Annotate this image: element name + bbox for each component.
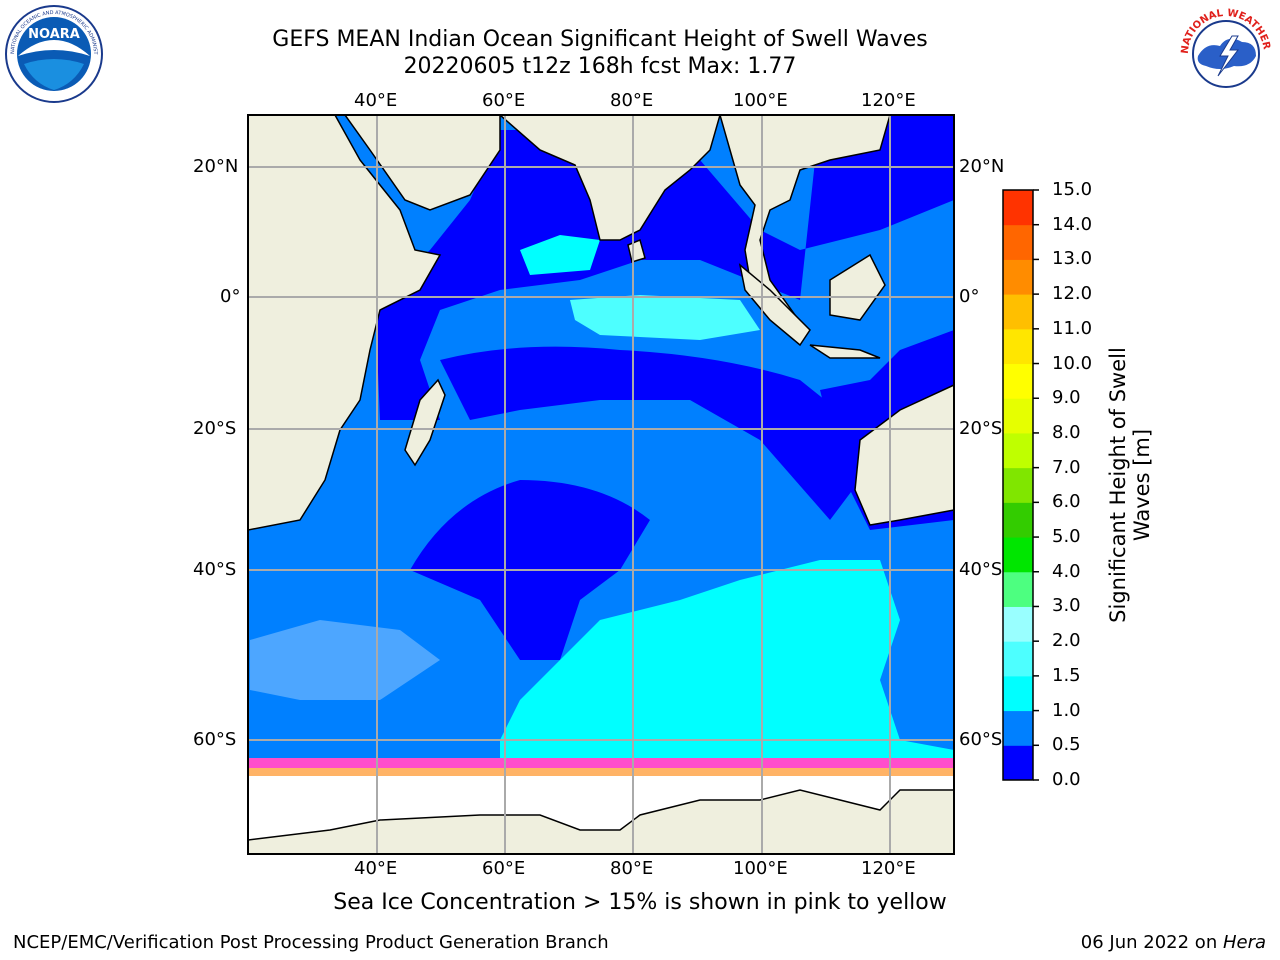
colorbar-segment <box>1003 432 1033 469</box>
colorbar-segment <box>1003 398 1033 434</box>
sea-ice-note: Sea Ice Concentration > 15% is shown in … <box>333 890 947 915</box>
sea-ice-band <box>248 768 954 778</box>
swell-mid-southwest <box>250 620 440 700</box>
colorbar-tick-label: 12.0 <box>1052 283 1093 305</box>
africa-land <box>248 115 442 531</box>
lon-label-bottom: 120°E <box>861 858 916 879</box>
colorbar-segment <box>1003 224 1033 260</box>
lat-label-right: 20°S <box>959 418 1003 439</box>
lon-label-top: 80°E <box>610 90 654 111</box>
swell-low-north <box>375 115 954 420</box>
colorbar-tick-label: 1.5 <box>1052 664 1081 686</box>
lon-label-bottom: 80°E <box>610 858 654 879</box>
colorbar-segment <box>1003 675 1033 712</box>
colorbar-tick-label: 2.0 <box>1052 630 1081 652</box>
madagascar-land <box>404 378 446 467</box>
swell-high-south <box>500 560 954 765</box>
lat-label-left: 20°S <box>193 418 237 439</box>
borneo-land <box>829 253 886 321</box>
colorbar-frame <box>1002 189 1034 781</box>
chart-title: GEFS MEAN Indian Ocean Significant Heigh… <box>272 27 928 52</box>
sumatra-land <box>738 263 811 347</box>
lon-label-top: 40°E <box>354 90 398 111</box>
colorbar-segment <box>1003 190 1033 226</box>
lon-label-bottom: 100°E <box>733 858 788 879</box>
colorbar-segment <box>1003 259 1033 295</box>
lat-label-right: 60°S <box>959 729 1003 750</box>
colorbar-segment <box>1003 502 1033 538</box>
colorbar-tick-label: 7.0 <box>1052 456 1081 478</box>
colorbar-tick-label: 6.0 <box>1052 491 1081 513</box>
colorbar-segment <box>1003 641 1033 677</box>
colorbar-tick-label: 8.0 <box>1052 421 1081 443</box>
colorbar-tick-label: 11.0 <box>1052 317 1093 339</box>
graticule <box>248 115 954 854</box>
colorbar-tick-label: 1.0 <box>1052 699 1081 721</box>
footer-date: 06 Jun 2022 on Hera <box>1081 932 1266 953</box>
colorbar-label: Significant Height of Swell Waves [m] <box>1106 347 1154 623</box>
australia-land <box>854 384 954 526</box>
colorbar-segment <box>1003 294 1033 330</box>
colorbar-tick-label: 9.0 <box>1052 387 1081 409</box>
noaa-logo-text: NOARA <box>28 27 80 42</box>
antarctica-land <box>248 789 954 854</box>
swell-high-equator <box>570 295 760 340</box>
footer-machine: Hera <box>1222 932 1266 953</box>
noaa-logo-icon: NOARA NATIONAL OCEANIC AND ATMOSPHERIC A… <box>4 4 103 103</box>
colorbar-tick-label: 15.0 <box>1052 179 1093 200</box>
sea-ice-edge <box>248 758 954 770</box>
colorbar-segment <box>1003 467 1033 503</box>
lon-label-top: 60°E <box>482 90 526 111</box>
footer-date-text: 06 Jun 2022 on <box>1080 932 1223 953</box>
colorbar-segment <box>1003 571 1033 607</box>
colorbar-tick-label: 5.0 <box>1052 526 1081 548</box>
india-land <box>498 115 721 241</box>
lon-label-top: 120°E <box>861 90 916 111</box>
lat-label-right: 40°S <box>959 559 1003 580</box>
colorbar-segment <box>1003 606 1033 642</box>
swell-high-arabian <box>520 235 600 275</box>
lat-label-left: 40°S <box>193 559 237 580</box>
lat-label-left: 20°N <box>193 156 239 177</box>
colorbar-tick-label: 13.0 <box>1052 248 1093 270</box>
lat-label-left: 60°S <box>193 729 237 750</box>
colorbar-tick-label: 3.0 <box>1052 595 1081 617</box>
lon-label-bottom: 60°E <box>482 858 526 879</box>
java-land <box>809 344 881 359</box>
lat-label-left: 0° <box>220 286 241 307</box>
colorbar-segment <box>1003 745 1033 781</box>
colorbar-tick-label: 0.5 <box>1052 734 1081 756</box>
colorbar-tick-label: 14.0 <box>1052 213 1093 235</box>
colorbar-tick-label: 0.0 <box>1052 769 1081 790</box>
map-frame <box>247 114 955 855</box>
footer-credit: NCEP/EMC/Verification Post Processing Pr… <box>13 932 609 953</box>
colorbar-segment <box>1003 537 1033 573</box>
lon-label-top: 100°E <box>733 90 788 111</box>
colorbar-segment <box>1003 710 1033 746</box>
colorbar-segment <box>1003 363 1033 399</box>
lat-label-right: 0° <box>959 286 980 307</box>
colorbar-tick-label: 4.0 <box>1052 560 1081 582</box>
lat-label-right: 20°N <box>959 156 1005 177</box>
arabia-land <box>344 115 501 211</box>
lon-label-bottom: 40°E <box>354 858 398 879</box>
swell-low-central <box>440 346 860 520</box>
colorbar-segment <box>1003 328 1033 365</box>
colorbar-tick-label: 10.0 <box>1052 352 1093 374</box>
nws-logo-icon: NATIONAL WEATHER SERVICE <box>1176 4 1274 102</box>
chart-subtitle: 20220605 t12z 168h fcst Max: 1.77 <box>403 54 797 79</box>
